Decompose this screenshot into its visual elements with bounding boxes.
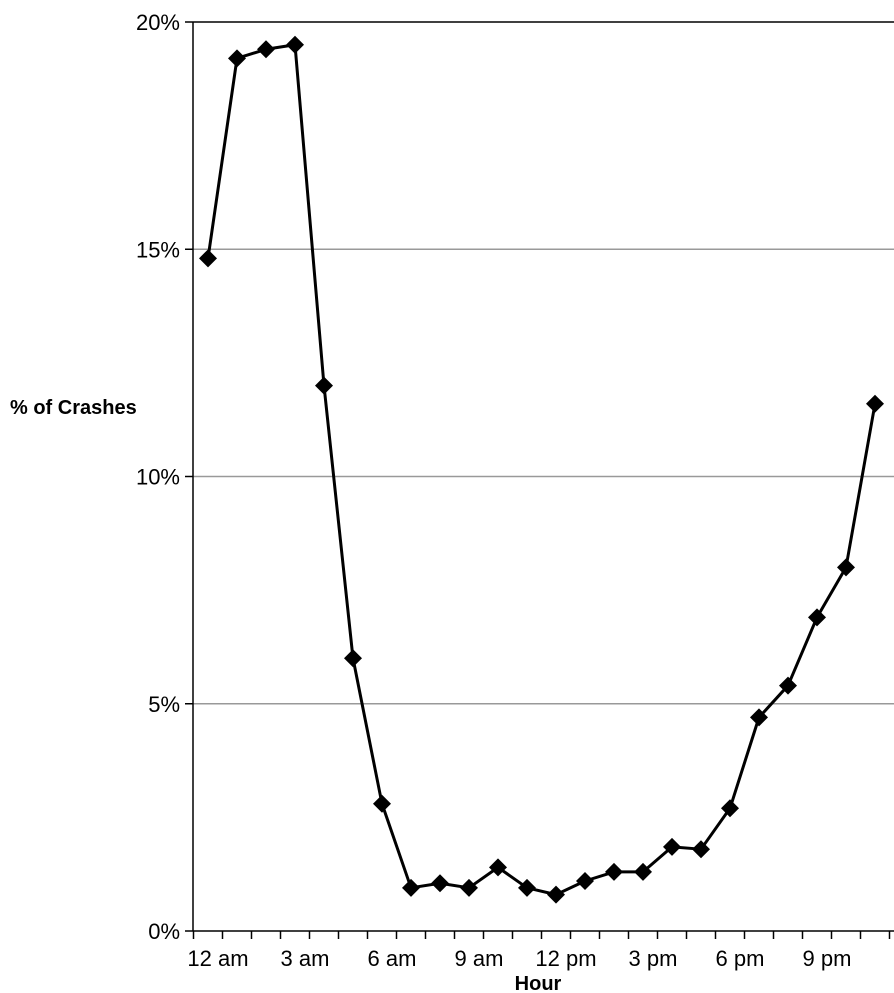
x-tick-label: 6 am — [368, 946, 417, 971]
series-line — [206, 43, 877, 897]
x-tick-label: 12 pm — [535, 946, 596, 971]
x-tick-label: 9 pm — [803, 946, 852, 971]
axes — [185, 21, 894, 939]
x-tick-label: 3 am — [281, 946, 330, 971]
data-point-marker — [721, 799, 739, 818]
series-crashes — [199, 35, 884, 904]
x-tick-label: 3 pm — [629, 946, 678, 971]
data-point-marker — [605, 862, 623, 881]
data-point-marker — [199, 249, 217, 268]
x-tick-label: 9 am — [455, 946, 504, 971]
data-point-marker — [779, 676, 797, 695]
data-point-marker — [460, 878, 478, 897]
data-point-marker — [547, 885, 565, 904]
data-point-marker — [866, 394, 884, 413]
data-point-marker — [692, 840, 710, 859]
data-point-marker — [344, 649, 362, 668]
y-tick-label: 20% — [136, 10, 180, 35]
data-point-marker — [808, 608, 826, 627]
y-tick-label: 15% — [136, 237, 180, 262]
y-tick-label: 5% — [148, 692, 180, 717]
data-point-marker — [257, 40, 275, 59]
data-point-marker — [402, 878, 420, 897]
data-point-marker — [634, 862, 652, 881]
data-point-marker — [663, 837, 681, 856]
data-point-marker — [489, 858, 507, 877]
tick-labels: 0% 5% 10% 15% 20% 12 am 3 am 6 am 9 am 12 pm 3 pm 6… — [136, 10, 852, 971]
y-tick-label: 10% — [136, 465, 180, 490]
y-axis-title: % of Crashes — [10, 397, 137, 419]
data-point-marker — [373, 794, 391, 813]
data-point-marker — [518, 878, 536, 897]
x-tick-label: 6 pm — [716, 946, 765, 971]
gridlines — [193, 21, 894, 705]
data-point-marker — [750, 708, 768, 727]
x-axis-title: Hour — [515, 973, 562, 993]
data-point-marker — [576, 872, 594, 891]
data-point-marker — [431, 874, 449, 893]
data-point-marker — [837, 558, 855, 577]
data-point-marker — [315, 376, 333, 395]
data-point-marker — [286, 35, 304, 54]
y-tick-label: 0% — [148, 919, 180, 944]
x-tick-label: 12 am — [187, 946, 248, 971]
data-point-marker — [228, 49, 246, 68]
